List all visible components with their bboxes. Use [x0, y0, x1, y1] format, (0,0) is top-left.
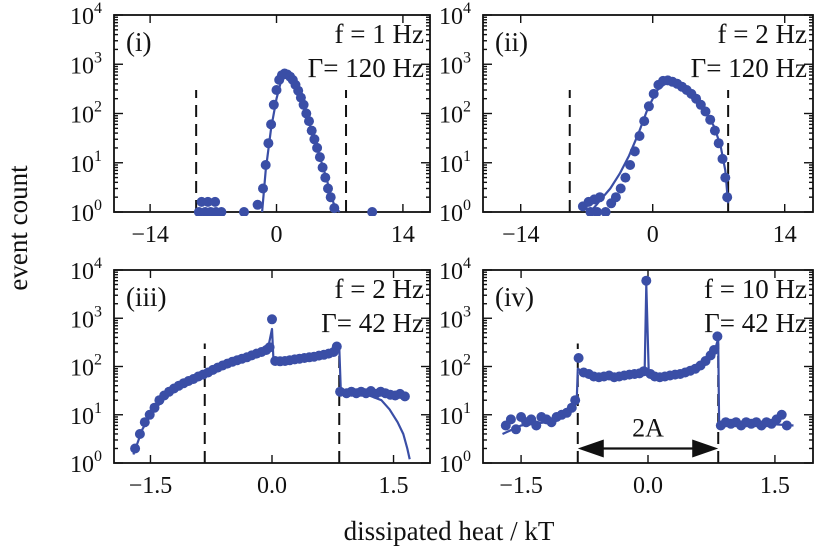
data-point	[712, 331, 723, 342]
y-tick-label: 100	[439, 448, 471, 478]
data-point	[202, 196, 213, 207]
data-point	[610, 192, 621, 203]
y-tick-label: 101	[70, 400, 102, 430]
data-point	[239, 207, 249, 216]
y-tick-label: 100	[70, 448, 102, 478]
x-tick-label: 1.5	[760, 473, 790, 499]
data-point	[594, 192, 605, 203]
y-tick-label: 102	[439, 352, 471, 382]
data-point	[149, 402, 160, 413]
panel-annotation: f = 1 Hz	[335, 19, 424, 49]
y-tick-label: 100	[70, 197, 102, 227]
data-point	[258, 183, 268, 194]
data-point	[252, 199, 263, 210]
y-tick-label: 103	[70, 49, 102, 79]
y-tick-label: 102	[70, 352, 102, 382]
arrow-head-left	[577, 439, 604, 458]
x-tick-label: 14	[391, 222, 415, 248]
panel-annotation: f = 2 Hz	[718, 19, 807, 49]
data-point	[267, 314, 277, 325]
y-tick-label: 103	[439, 49, 471, 79]
x-tick-label: −14	[502, 222, 540, 248]
panel-data	[500, 275, 794, 436]
y-tick-label: 104	[70, 255, 102, 285]
fit-line	[132, 327, 411, 460]
x-tick-label: −14	[131, 222, 169, 248]
x-tick-label: 0	[271, 222, 283, 248]
data-point	[641, 275, 652, 286]
panel-label: (i)	[126, 27, 151, 57]
data-point	[600, 207, 611, 216]
data-point	[399, 391, 410, 402]
fit-line	[589, 81, 730, 213]
panel-annotation: Γ= 120 Hz	[691, 53, 807, 83]
y-tick-label: 101	[439, 400, 471, 430]
panel-annotation: Γ= 42 Hz	[321, 308, 424, 338]
data-point	[615, 183, 626, 194]
y-tick-label: 102	[70, 99, 102, 129]
panel-2: 100 101 102 103 104 −14 0 14 (ii) f = 2 Hz Γ= 120 …	[439, 0, 814, 248]
y-tick-label: 102	[439, 99, 471, 129]
y-tick-label: 104	[70, 0, 102, 30]
data-point	[620, 172, 631, 183]
fit-line	[502, 283, 794, 436]
panel-4: 100 101 102 103 104 −1.5 0.0 1.5 2A (iv) f = 10 Hz…	[439, 255, 814, 499]
panel-3: 100 101 102 103 104 −1.5 0.0 1.5 (iii) f = 2 Hz Γ=…	[70, 255, 431, 499]
panel-label: (iii)	[126, 282, 167, 312]
data-point	[625, 160, 636, 170]
data-point	[776, 409, 787, 420]
panel-1: 100 101 102 103 104 −14 0 14 (i) f = 1 Hz Γ= 120 H…	[70, 0, 431, 248]
y-tick-label: 103	[70, 303, 102, 333]
y-tick-label: 100	[439, 197, 471, 227]
y-tick-label: 101	[439, 148, 471, 178]
fit-line	[261, 74, 341, 213]
x-tick-label: −1.5	[499, 473, 543, 499]
y-tick-label: 104	[439, 255, 471, 285]
x-tick-label: 0.0	[257, 473, 287, 499]
panel-annotation: f = 2 Hz	[335, 274, 424, 304]
x-tick-label: 0.0	[633, 473, 663, 499]
data-point	[367, 207, 378, 216]
panel-data	[577, 75, 733, 216]
y-axis-label: event count	[3, 165, 33, 291]
data-point	[210, 196, 221, 207]
data-point	[573, 353, 584, 363]
arrow-label: 2A	[632, 413, 664, 442]
y-tick-label: 103	[439, 303, 471, 333]
x-tick-label: 14	[773, 222, 797, 248]
y-tick-label: 104	[439, 0, 471, 30]
x-tick-label: 0	[647, 222, 659, 248]
panel-annotation: f = 10 Hz	[704, 274, 807, 304]
x-tick-label: 1.5	[379, 473, 409, 499]
panel-annotation: Γ= 42 Hz	[704, 308, 807, 338]
panel-data	[193, 68, 378, 216]
data-point	[592, 207, 603, 216]
x-tick-label: −1.5	[129, 473, 173, 499]
panel-data	[130, 314, 411, 460]
data-point	[505, 414, 516, 425]
arrow-head-right	[692, 439, 719, 458]
data-point	[216, 207, 227, 216]
panel-label: (iv)	[495, 282, 534, 312]
panel-annotation: Γ= 120 Hz	[308, 53, 424, 83]
panel-label: (ii)	[495, 27, 528, 57]
x-axis-label: dissipated heat / kT	[344, 516, 555, 546]
y-tick-label: 101	[70, 148, 102, 178]
